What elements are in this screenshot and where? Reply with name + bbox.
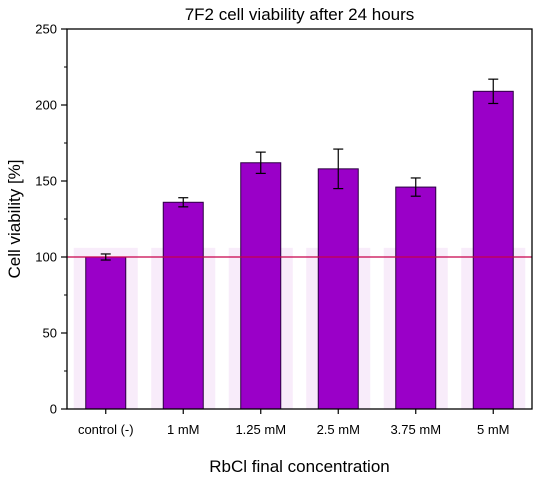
bar — [162, 201, 204, 410]
x-tick-label: 5 mM — [477, 422, 510, 437]
x-tick-label: 2.5 mM — [317, 422, 360, 437]
y-axis-label: Cell viability [%] — [5, 159, 24, 278]
bar — [85, 256, 127, 410]
y-tick-label: 150 — [35, 174, 57, 189]
bar — [240, 162, 282, 410]
error-bar — [488, 78, 499, 105]
bar — [317, 168, 359, 410]
error-bar — [100, 253, 111, 261]
error-bar — [255, 151, 266, 174]
bar-halos — [73, 247, 526, 409]
x-axis: control (-) 1 mM 1.25 mM 2.5 mM 3.75 mM 5 mM — [78, 409, 510, 437]
error-bar — [333, 148, 344, 190]
bar — [472, 90, 514, 410]
y-tick-label: 50 — [43, 326, 57, 341]
y-tick-label: 250 — [35, 22, 57, 37]
x-tick-label: control (-) — [78, 422, 134, 437]
error-bar — [410, 177, 421, 197]
y-axis: 0 50 100 150 200 250 — [35, 22, 67, 417]
error-bar — [178, 197, 189, 208]
bar — [395, 186, 437, 410]
error-bars-group — [100, 78, 499, 261]
y-tick-label: 200 — [35, 98, 57, 113]
chart-title: 7F2 cell viability after 24 hours — [185, 5, 415, 24]
y-tick-label: 0 — [50, 402, 57, 417]
bars-group — [85, 90, 514, 410]
x-tick-label: 1 mM — [167, 422, 200, 437]
y-tick-label: 100 — [35, 250, 57, 265]
x-tick-label: 1.25 mM — [235, 422, 286, 437]
x-axis-label: RbCl final concentration — [209, 457, 389, 476]
x-tick-label: 3.75 mM — [390, 422, 441, 437]
